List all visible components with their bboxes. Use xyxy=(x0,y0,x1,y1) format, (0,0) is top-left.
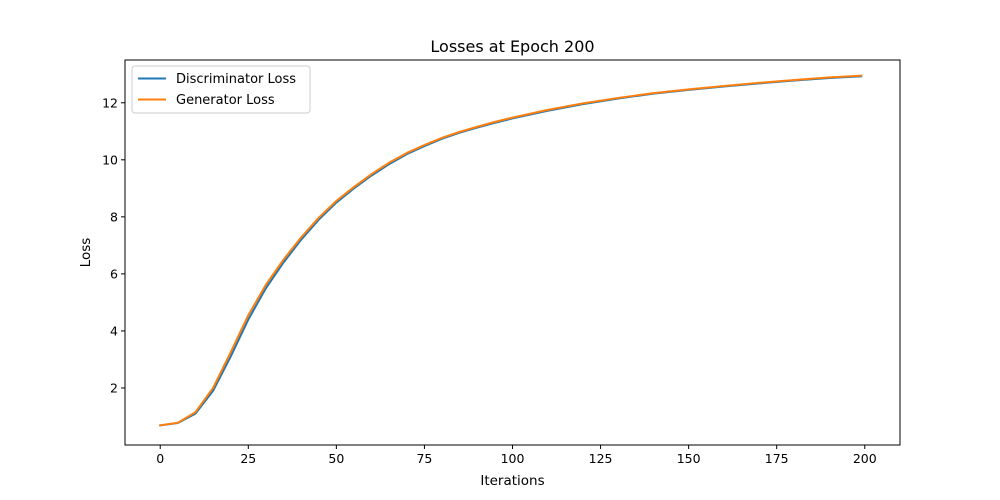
y-tick-label: 2 xyxy=(110,380,118,395)
x-tick-label: 175 xyxy=(765,451,789,466)
y-tick-label: 10 xyxy=(102,152,118,167)
x-tick-label: 100 xyxy=(501,451,525,466)
x-tick-label: 150 xyxy=(677,451,701,466)
y-tick-label: 4 xyxy=(110,323,118,338)
y-axis: 2 4 6 8 10 12 xyxy=(102,95,125,395)
x-tick-label: 75 xyxy=(416,451,432,466)
x-axis: 0 25 50 75 100 125 150 175 200 xyxy=(156,445,877,466)
legend: Discriminator Loss Generator Loss xyxy=(131,65,311,114)
y-axis-label: Loss xyxy=(78,238,94,268)
chart-title: Losses at Epoch 200 xyxy=(430,37,594,56)
x-tick-label: 0 xyxy=(156,451,164,466)
y-tick-label: 6 xyxy=(110,266,118,281)
x-axis-label: Iterations xyxy=(480,473,544,489)
legend-label-generator: Generator Loss xyxy=(176,93,275,108)
x-tick-label: 125 xyxy=(589,451,613,466)
legend-box xyxy=(131,65,311,114)
y-tick-label: 8 xyxy=(110,209,118,224)
series-line-generator-loss xyxy=(159,74,863,427)
y-tick-label: 12 xyxy=(102,95,118,110)
series-layer xyxy=(159,74,863,427)
x-tick-label: 25 xyxy=(240,451,256,466)
x-tick-label: 200 xyxy=(853,451,877,466)
legend-label-discriminator: Discriminator Loss xyxy=(176,72,296,87)
x-tick-label: 50 xyxy=(328,451,344,466)
